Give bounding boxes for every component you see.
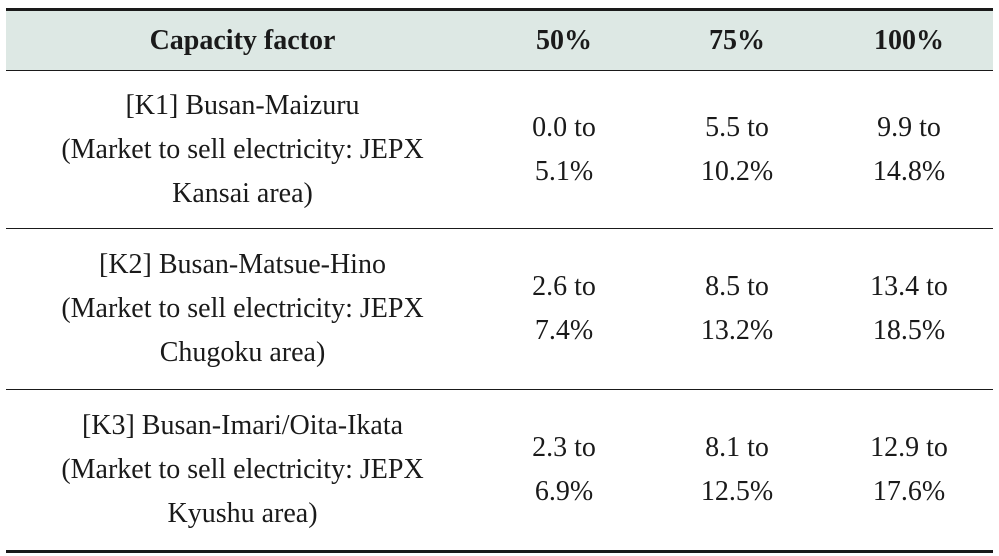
route-area-line: Kyushu area) <box>167 498 318 529</box>
header-100-percent: 100% <box>825 8 993 71</box>
route-market-line: (Market to sell electricity: JEPX <box>61 133 424 165</box>
value-to: 13.2% <box>700 315 774 346</box>
value-cell-50: 2.3 to 6.9% <box>479 389 649 553</box>
header-75-percent: 75% <box>649 8 825 71</box>
value-to: 7.4% <box>534 315 594 346</box>
value-to: 10.2% <box>700 155 774 187</box>
value-cell-50: 0.0 to 5.1% <box>479 70 649 229</box>
table-body: [K1] Busan-Maizuru (Market to sell elect… <box>6 70 993 553</box>
value-to: 14.8% <box>872 155 946 187</box>
value-cell-100: 13.4 to 18.5% <box>825 228 993 390</box>
value-from: 9.9 to <box>877 111 941 143</box>
route-market-line: (Market to sell electricity: JEPX <box>61 293 424 324</box>
header-capacity-factor: Capacity factor <box>6 8 479 71</box>
table-row: [K1] Busan-Maizuru (Market to sell elect… <box>6 70 993 229</box>
value-from: 8.1 to <box>705 432 769 463</box>
route-market-line: (Market to sell electricity: JEPX <box>61 454 424 485</box>
value-from: 12.9 to <box>870 432 948 463</box>
header-50-percent: 50% <box>479 8 649 71</box>
route-cell: [K2] Busan-Matsue-Hino (Market to sell e… <box>6 228 479 390</box>
route-name: [K1] Busan-Maizuru <box>125 89 360 121</box>
capacity-factor-table: Capacity factor 50% 75% 100% [K1] Busan-… <box>6 8 993 553</box>
table-row: [K3] Busan-Imari/Oita-Ikata (Market to s… <box>6 389 993 553</box>
value-from: 0.0 to <box>532 111 596 143</box>
value-from: 5.5 to <box>705 111 769 143</box>
route-cell: [K3] Busan-Imari/Oita-Ikata (Market to s… <box>6 389 479 553</box>
table-row: [K2] Busan-Matsue-Hino (Market to sell e… <box>6 228 993 390</box>
route-name: [K2] Busan-Matsue-Hino <box>99 249 386 280</box>
route-cell: [K1] Busan-Maizuru (Market to sell elect… <box>6 70 479 229</box>
value-from: 2.3 to <box>532 432 596 463</box>
value-to: 18.5% <box>872 315 946 346</box>
table-header: Capacity factor 50% 75% 100% <box>6 8 993 71</box>
value-cell-50: 2.6 to 7.4% <box>479 228 649 390</box>
value-cell-100: 9.9 to 14.8% <box>825 70 993 229</box>
route-name: [K3] Busan-Imari/Oita-Ikata <box>81 410 404 441</box>
value-from: 8.5 to <box>705 271 769 302</box>
value-from: 13.4 to <box>870 271 948 302</box>
value-to: 6.9% <box>534 476 594 507</box>
value-cell-75: 8.5 to 13.2% <box>649 228 825 390</box>
value-cell-75: 5.5 to 10.2% <box>649 70 825 229</box>
route-area-line: Chugoku area) <box>159 337 326 368</box>
value-cell-100: 12.9 to 17.6% <box>825 389 993 553</box>
value-cell-75: 8.1 to 12.5% <box>649 389 825 553</box>
route-area-line: Kansai area) <box>172 177 313 209</box>
value-to: 17.6% <box>872 476 946 507</box>
header-row: Capacity factor 50% 75% 100% <box>6 8 993 71</box>
value-to: 12.5% <box>700 476 774 507</box>
value-to: 5.1% <box>534 155 594 187</box>
value-from: 2.6 to <box>532 271 596 302</box>
